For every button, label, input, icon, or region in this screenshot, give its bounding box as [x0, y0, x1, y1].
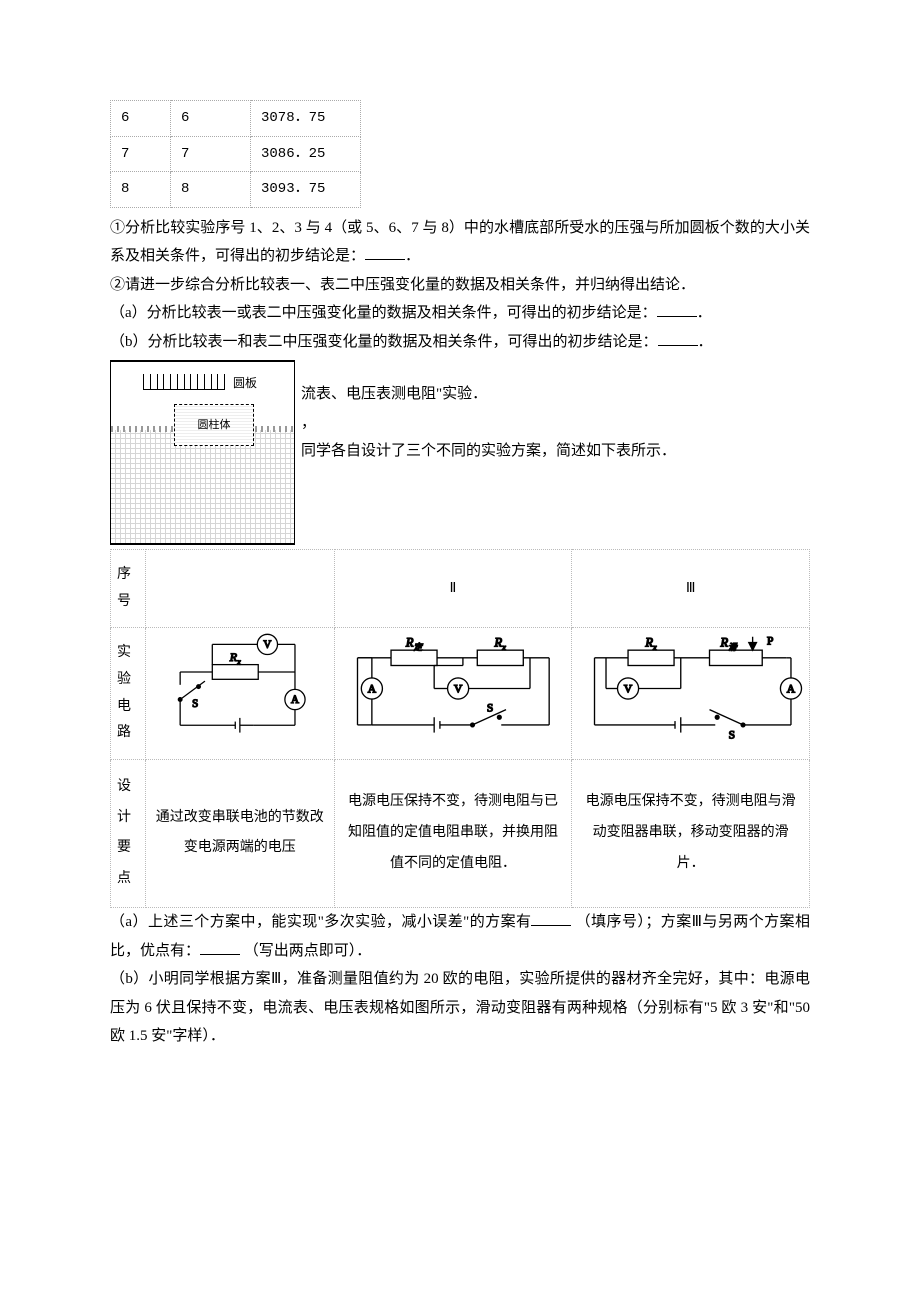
points-1: 通过改变串联电池的节数改变电源两端的电压	[145, 759, 334, 907]
question-b: （b）小明同学根据方案Ⅲ，准备测量阻值约为 20 欧的电阻，实验所提供的器材齐全…	[110, 965, 810, 1051]
qa-text1: （a）上述三个方案中，能实现"多次实验，减小误差"的方案有	[110, 914, 531, 930]
cylinder-label: 圆柱体	[174, 404, 254, 446]
svg-text:V: V	[454, 683, 463, 695]
table-row: 实验电路 Rx V A	[111, 628, 810, 759]
question-2: ②请进一步综合分析比较表一、表二中压强变化量的数据及相关条件，并归纳得出结论．	[110, 271, 810, 300]
experiment-25-block: 圆板 圆柱体 流表、电压表测电阻"实验． ， 同学各自设计了三个不同的实验方案，…	[110, 360, 810, 545]
circuit-3-diagram: Rx R滑 P V A	[572, 628, 810, 759]
col-2-header: Ⅱ	[334, 550, 572, 628]
fill-blank	[658, 331, 698, 346]
period: ．	[698, 334, 713, 350]
cell: 6	[111, 101, 171, 137]
q2a-text: （a）分析比较表一或表二中压强变化量的数据及相关条件，可得出的初步结论是：	[110, 305, 657, 321]
cell: 3086．25	[251, 136, 361, 172]
cell: 8	[111, 172, 171, 208]
period: ．	[697, 305, 712, 321]
question-2a: （a）分析比较表一或表二中压强变化量的数据及相关条件，可得出的初步结论是： ．	[110, 299, 810, 328]
disk-label: 圆板	[233, 372, 257, 395]
fill-blank	[365, 245, 405, 260]
q2b-text: （b）分析比较表一和表二中压强变化量的数据及相关条件，可得出的初步结论是：	[110, 334, 658, 350]
points-3: 电源电压保持不变，待测电阻与滑动变阻器串联，移动变阻器的滑片．	[572, 759, 810, 907]
svg-text:P: P	[767, 635, 773, 647]
svg-text:A: A	[787, 683, 796, 695]
cell: 7	[171, 136, 251, 172]
scheme-table: 序号 Ⅱ Ⅲ 实验电路 Rx V	[110, 549, 810, 908]
qa-text3: （写出两点即可）．	[244, 943, 372, 959]
table-row: 6 6 3078．75	[111, 101, 361, 137]
period: ．	[405, 248, 420, 264]
question-a: （a）上述三个方案中，能实现"多次实验，减小误差"的方案有 （填序号）；方案Ⅲ与…	[110, 908, 810, 965]
cell: 8	[171, 172, 251, 208]
col-3-header: Ⅲ	[572, 550, 810, 628]
svg-text:S: S	[192, 698, 198, 710]
question-2b: （b）分析比较表一和表二中压强变化量的数据及相关条件，可得出的初步结论是： ．	[110, 328, 810, 357]
data-table-fragment: 6 6 3078．75 7 7 3086．25 8 8 3093．75	[110, 100, 361, 208]
fill-blank	[531, 911, 571, 926]
circuit-2-diagram: R定 Rx V A	[334, 628, 572, 759]
table-row: 序号 Ⅱ Ⅲ	[111, 550, 810, 628]
rowhead-points: 设计要点	[111, 759, 146, 907]
svg-text:A: A	[291, 694, 299, 706]
table-row: 设计要点 通过改变串联电池的节数改变电源两端的电压 电源电压保持不变，待测电阻与…	[111, 759, 810, 907]
circuit-1-diagram: Rx V A	[145, 628, 334, 759]
disk-stack-icon	[143, 374, 225, 390]
cell: 7	[111, 136, 171, 172]
rowhead-seq: 序号	[111, 550, 146, 628]
svg-text:S: S	[487, 702, 493, 714]
points-2: 电源电压保持不变，待测电阻与已知阻值的定值电阻串联，并换用阻值不同的定值电阻．	[334, 759, 572, 907]
rowhead-circuit: 实验电路	[111, 628, 146, 759]
svg-text:V: V	[624, 683, 633, 695]
question-1: ①分析比较实验序号 1、2、3 与 4（或 5、6、7 与 8）中的水槽底部所受…	[110, 214, 810, 271]
svg-text:V: V	[263, 639, 271, 651]
q1-text: ①分析比较实验序号 1、2、3 与 4（或 5、6、7 与 8）中的水槽底部所受…	[110, 220, 810, 265]
cell: 6	[171, 101, 251, 137]
table-row: 8 8 3093．75	[111, 172, 361, 208]
fill-blank	[657, 302, 697, 317]
water-fill-icon	[111, 430, 294, 543]
svg-text:A: A	[367, 683, 376, 695]
col-1-header	[145, 550, 334, 628]
svg-text:S: S	[729, 729, 735, 741]
cell: 3093．75	[251, 172, 361, 208]
cell: 3078．75	[251, 101, 361, 137]
water-tank-diagram: 圆板 圆柱体	[110, 360, 295, 545]
table-row: 7 7 3086．25	[111, 136, 361, 172]
fill-blank	[200, 940, 240, 955]
